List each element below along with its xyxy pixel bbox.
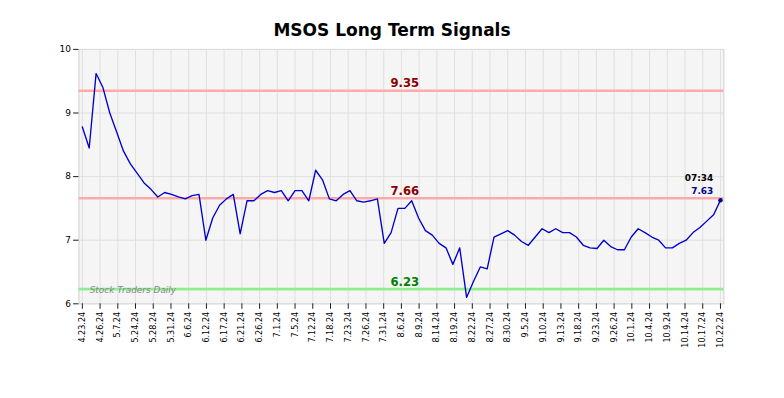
svg-text:10.22.24: 10.22.24 — [716, 312, 725, 348]
svg-text:8: 8 — [65, 171, 71, 181]
svg-text:8.6.24: 8.6.24 — [397, 312, 406, 338]
svg-text:7.31.24: 7.31.24 — [379, 312, 388, 343]
svg-text:7.23.24: 7.23.24 — [344, 312, 353, 343]
svg-text:9.35: 9.35 — [390, 76, 419, 90]
svg-text:8.9.24: 8.9.24 — [415, 312, 424, 338]
svg-text:4.26.24: 4.26.24 — [96, 312, 105, 343]
svg-text:6.26.24: 6.26.24 — [255, 312, 264, 343]
svg-text:6.6.24: 6.6.24 — [184, 312, 193, 338]
svg-text:9.5.24: 9.5.24 — [521, 312, 530, 338]
svg-text:8.19.24: 8.19.24 — [450, 312, 459, 343]
svg-text:5.24.24: 5.24.24 — [131, 312, 140, 343]
svg-text:8.27.24: 8.27.24 — [486, 312, 495, 343]
svg-text:7.12.24: 7.12.24 — [308, 312, 317, 343]
svg-text:Stock Traders Daily: Stock Traders Daily — [90, 285, 177, 295]
svg-text:10.14.24: 10.14.24 — [681, 312, 690, 348]
svg-text:7: 7 — [65, 235, 71, 245]
svg-text:10.4.24: 10.4.24 — [645, 312, 654, 343]
svg-text:8.14.24: 8.14.24 — [432, 312, 441, 343]
svg-text:4.23.24: 4.23.24 — [78, 312, 87, 343]
svg-text:6.21.24: 6.21.24 — [237, 312, 246, 343]
svg-text:10.1.24: 10.1.24 — [627, 312, 636, 343]
svg-text:7.66: 7.66 — [390, 184, 419, 198]
html-text:MSOS Long Term Signals: MSOS Long Term Signals — [273, 20, 511, 40]
svg-text:7.63: 7.63 — [691, 186, 713, 196]
svg-text:7.5.24: 7.5.24 — [291, 312, 300, 338]
svg-text:8.30.24: 8.30.24 — [503, 312, 512, 343]
svg-text:9.23.24: 9.23.24 — [592, 312, 601, 343]
svg-text:5.7.24: 5.7.24 — [113, 312, 122, 338]
svg-text:7.26.24: 7.26.24 — [362, 312, 371, 343]
svg-text:5.28.24: 5.28.24 — [149, 312, 158, 343]
svg-text:9.18.24: 9.18.24 — [574, 312, 583, 343]
svg-text:9.26.24: 9.26.24 — [610, 312, 619, 343]
svg-text:9.13.24: 9.13.24 — [557, 312, 566, 343]
svg-text:6.23: 6.23 — [390, 275, 419, 289]
svg-text:6.12.24: 6.12.24 — [202, 312, 211, 343]
svg-text:8.22.24: 8.22.24 — [468, 312, 477, 343]
svg-text:07:34: 07:34 — [685, 173, 713, 183]
svg-text:10.9.24: 10.9.24 — [663, 312, 672, 343]
svg-text:10: 10 — [59, 44, 71, 54]
svg-text:9: 9 — [65, 108, 71, 118]
svg-text:5.31.24: 5.31.24 — [167, 312, 176, 343]
svg-text:7.1.24: 7.1.24 — [273, 312, 282, 338]
svg-text:9.10.24: 9.10.24 — [539, 312, 548, 343]
svg-text:7.18.24: 7.18.24 — [326, 312, 335, 343]
svg-text:6: 6 — [65, 299, 71, 309]
svg-text:10.17.24: 10.17.24 — [698, 312, 707, 348]
svg-text:6.17.24: 6.17.24 — [220, 312, 229, 343]
